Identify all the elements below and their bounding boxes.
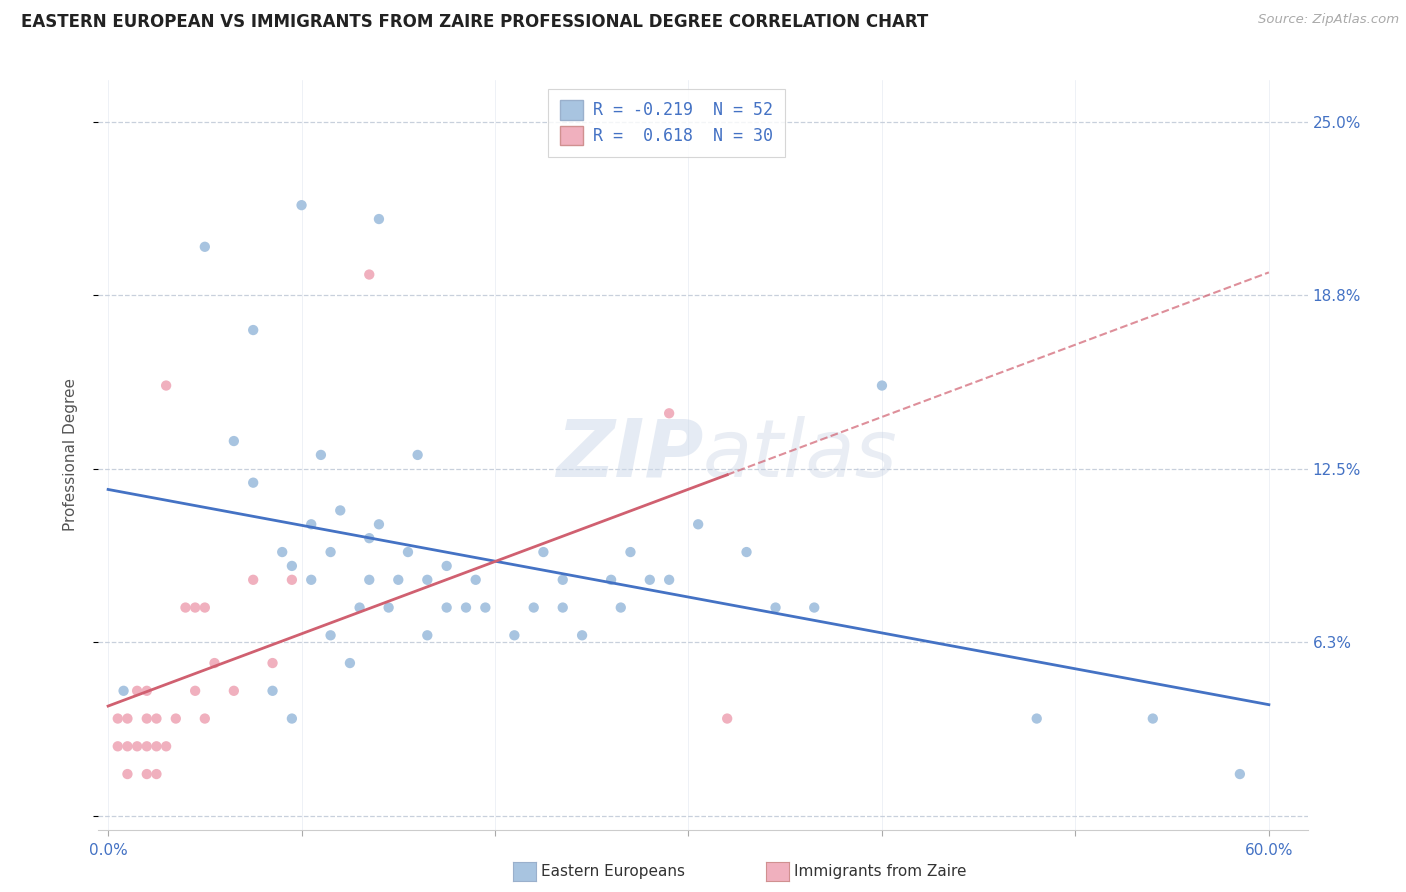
Point bbox=[387, 573, 409, 587]
Point bbox=[145, 712, 167, 726]
Point bbox=[474, 600, 496, 615]
Point bbox=[368, 517, 391, 532]
Point bbox=[368, 212, 391, 227]
Point bbox=[184, 683, 207, 698]
Point bbox=[688, 517, 710, 532]
Point bbox=[359, 573, 381, 587]
Point bbox=[242, 475, 264, 490]
Point bbox=[222, 434, 245, 448]
Point bbox=[262, 683, 284, 698]
Point bbox=[194, 600, 217, 615]
Point bbox=[735, 545, 758, 559]
Point bbox=[436, 600, 458, 615]
Point bbox=[610, 600, 633, 615]
Point bbox=[309, 448, 332, 462]
Point bbox=[135, 767, 157, 781]
Point bbox=[281, 573, 304, 587]
Text: Immigrants from Zaire: Immigrants from Zaire bbox=[794, 864, 967, 879]
Point bbox=[222, 683, 245, 698]
Point bbox=[416, 628, 439, 642]
Point bbox=[454, 600, 477, 615]
Point bbox=[107, 712, 129, 726]
Text: Source: ZipAtlas.com: Source: ZipAtlas.com bbox=[1258, 13, 1399, 27]
Point bbox=[112, 683, 135, 698]
Point bbox=[135, 739, 157, 754]
Point bbox=[436, 558, 458, 573]
Point bbox=[503, 628, 526, 642]
Point bbox=[242, 323, 264, 337]
Point bbox=[127, 739, 149, 754]
Text: 60.0%: 60.0% bbox=[1244, 843, 1294, 858]
Point bbox=[638, 573, 661, 587]
Point bbox=[716, 712, 738, 726]
Point bbox=[145, 739, 167, 754]
Point bbox=[107, 739, 129, 754]
Point bbox=[117, 739, 139, 754]
Point bbox=[184, 600, 207, 615]
Point bbox=[319, 628, 342, 642]
Point bbox=[339, 656, 361, 670]
Point bbox=[135, 683, 157, 698]
Point bbox=[658, 406, 681, 420]
Point bbox=[194, 240, 217, 254]
Point bbox=[135, 712, 157, 726]
Point bbox=[803, 600, 825, 615]
Point bbox=[658, 573, 681, 587]
Point bbox=[416, 573, 439, 587]
Point bbox=[870, 378, 893, 392]
Point bbox=[1025, 712, 1047, 726]
Point bbox=[377, 600, 399, 615]
Point bbox=[551, 573, 574, 587]
Text: 0.0%: 0.0% bbox=[89, 843, 128, 858]
Point bbox=[155, 378, 177, 392]
Point bbox=[117, 767, 139, 781]
Point bbox=[396, 545, 419, 559]
Point bbox=[551, 600, 574, 615]
Point bbox=[319, 545, 342, 559]
Point bbox=[464, 573, 486, 587]
Point bbox=[127, 683, 149, 698]
Point bbox=[329, 503, 352, 517]
Point bbox=[281, 558, 304, 573]
Point bbox=[299, 517, 322, 532]
Point bbox=[242, 573, 264, 587]
Text: ZIP: ZIP bbox=[555, 416, 703, 494]
Point bbox=[349, 600, 371, 615]
Point bbox=[174, 600, 197, 615]
Point bbox=[194, 712, 217, 726]
Point bbox=[406, 448, 429, 462]
Point bbox=[571, 628, 593, 642]
Text: atlas: atlas bbox=[703, 416, 898, 494]
Point bbox=[281, 712, 304, 726]
Point bbox=[531, 545, 554, 559]
Point bbox=[117, 712, 139, 726]
Point bbox=[271, 545, 294, 559]
Point bbox=[145, 767, 167, 781]
Point bbox=[155, 739, 177, 754]
Point bbox=[165, 712, 187, 726]
Point bbox=[359, 268, 381, 282]
Point bbox=[359, 531, 381, 545]
Point bbox=[523, 600, 546, 615]
Point bbox=[299, 573, 322, 587]
Point bbox=[1142, 712, 1164, 726]
Text: EASTERN EUROPEAN VS IMMIGRANTS FROM ZAIRE PROFESSIONAL DEGREE CORRELATION CHART: EASTERN EUROPEAN VS IMMIGRANTS FROM ZAIR… bbox=[21, 13, 928, 31]
Point bbox=[600, 573, 623, 587]
Point bbox=[262, 656, 284, 670]
Y-axis label: Professional Degree: Professional Degree bbox=[63, 378, 77, 532]
Point bbox=[290, 198, 312, 212]
Text: Eastern Europeans: Eastern Europeans bbox=[541, 864, 685, 879]
Point bbox=[1229, 767, 1251, 781]
Point bbox=[619, 545, 641, 559]
Point bbox=[765, 600, 787, 615]
Legend: R = -0.219  N = 52, R =  0.618  N = 30: R = -0.219 N = 52, R = 0.618 N = 30 bbox=[548, 88, 785, 157]
Point bbox=[204, 656, 226, 670]
